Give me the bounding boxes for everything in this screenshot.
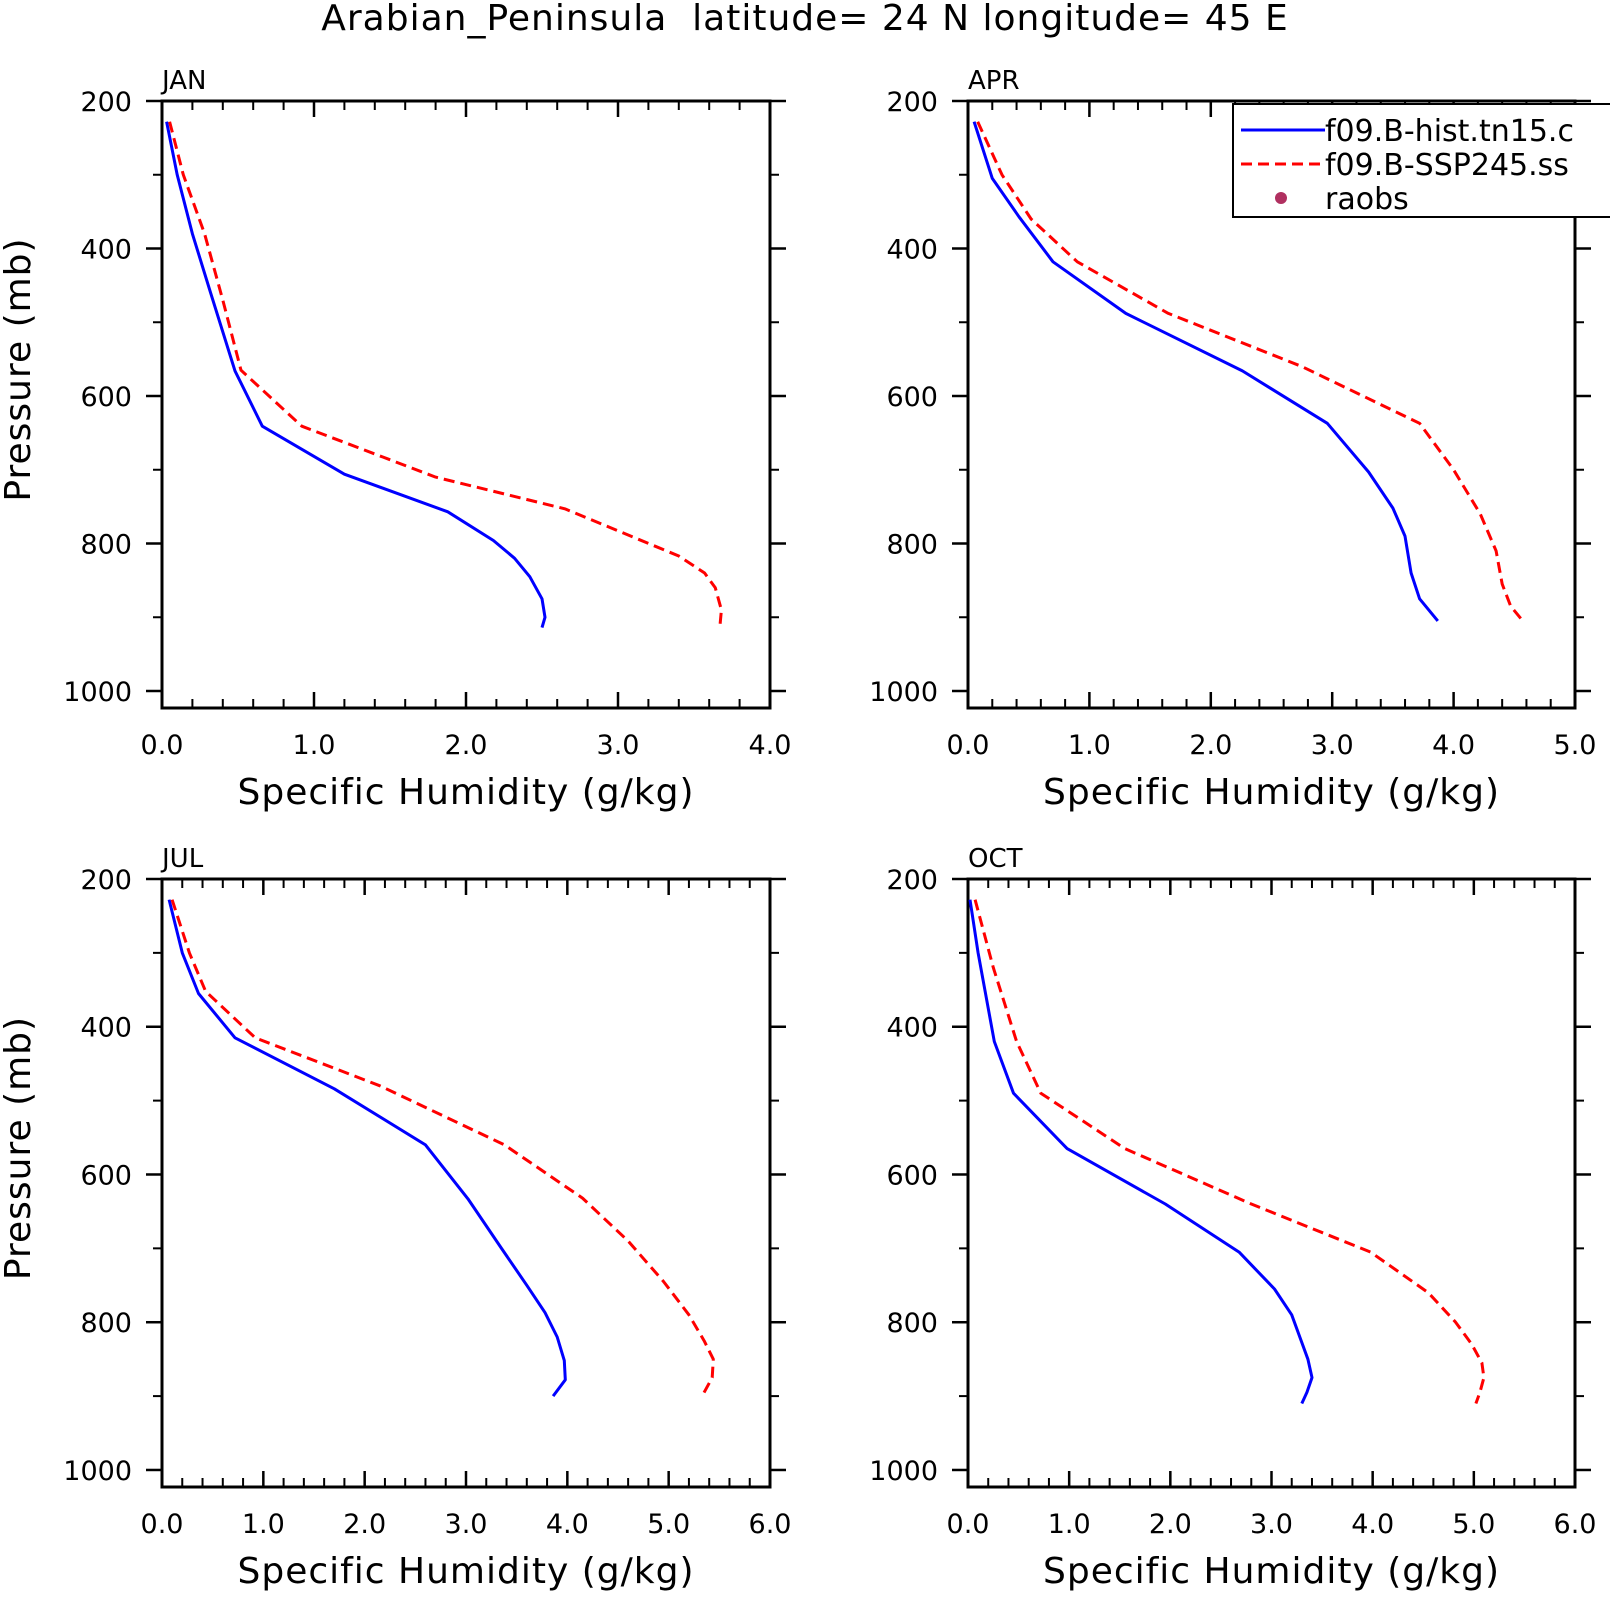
legend-label: f09.B-SSP245.ss <box>1325 148 1569 183</box>
x-tick-label: 5.0 <box>1554 730 1597 761</box>
x-tick-label: 0.0 <box>947 1509 990 1540</box>
panel-label: JUL <box>160 844 204 874</box>
y-tick-label: 600 <box>886 1160 938 1191</box>
x-tick-label: 2.0 <box>1149 1509 1192 1540</box>
plot-frame <box>966 877 1577 1489</box>
panel-label: OCT <box>968 844 1023 874</box>
panel-label: JAN <box>160 66 206 96</box>
x-tick-label: 2.0 <box>445 730 488 761</box>
y-tick-label: 200 <box>886 865 938 896</box>
series-line-hist <box>972 121 1439 622</box>
plot-frame <box>160 877 772 1489</box>
x-tick-label: 6.0 <box>1554 1509 1597 1540</box>
figure-title: Arabian_Peninsula latitude= 24 N longitu… <box>321 0 1289 39</box>
x-tick-label: 4.0 <box>1432 730 1475 761</box>
y-tick-label: 800 <box>886 1308 938 1339</box>
x-tick-label: 1.0 <box>1048 1509 1091 1540</box>
x-tick-label: 3.0 <box>597 730 640 761</box>
y-tick-label: 600 <box>80 382 132 413</box>
y-tick-label: 600 <box>886 382 938 413</box>
x-tick-label: 1.0 <box>242 1509 285 1540</box>
x-tick-label: 0.0 <box>141 1509 184 1540</box>
series-line-ssp245 <box>976 121 1524 622</box>
x-tick-label: 2.0 <box>343 1509 386 1540</box>
x-tick-label: 0.0 <box>141 730 184 761</box>
x-tick-label: 4.0 <box>546 1509 589 1540</box>
y-axis-title: Pressure (mb) <box>0 1016 39 1280</box>
y-tick-label: 600 <box>80 1160 132 1191</box>
x-axis-title: Specific Humidity (g/kg) <box>1043 1551 1500 1592</box>
x-tick-label: 4.0 <box>1351 1509 1394 1540</box>
x-axis-title: Specific Humidity (g/kg) <box>237 1551 694 1592</box>
series-line-hist <box>165 121 547 629</box>
legend-label: raobs <box>1325 182 1409 217</box>
x-axis-title: Specific Humidity (g/kg) <box>237 772 694 813</box>
y-tick-label: 400 <box>886 1013 938 1044</box>
y-tick-label: 1000 <box>869 1456 938 1487</box>
panel-oct: 0.0 1.0 2.0 3.0 4.0 5.0 6.0 200 400 600 800 1000 OCT… <box>869 844 1596 1592</box>
legend-box <box>1232 103 1610 218</box>
x-axis-title: Specific Humidity (g/kg) <box>1043 772 1500 813</box>
y-tick-label: 1000 <box>869 677 938 708</box>
x-tick-label: 2.0 <box>1189 730 1232 761</box>
y-tick-label: 800 <box>80 530 132 561</box>
x-tick-label: 3.0 <box>1250 1509 1293 1540</box>
plot-frame <box>966 99 1577 710</box>
panel-jan: 0.0 1.0 2.0 3.0 4.0 200 400 600 800 1000 JAN Specif… <box>0 66 791 813</box>
panels: 0.0 1.0 2.0 3.0 4.0 200 400 600 800 1000 JAN Specif… <box>0 66 1596 1592</box>
x-tick-label: 3.0 <box>1311 730 1354 761</box>
x-tick-label: 3.0 <box>445 1509 488 1540</box>
legend-marker <box>1275 192 1287 204</box>
series-line-hist <box>968 899 1314 1405</box>
panel-apr: 0.0 1.0 2.0 3.0 4.0 5.0 200 400 600 800 1000 APR Spe… <box>869 66 1596 813</box>
x-tick-label: 1.0 <box>1068 730 1111 761</box>
x-tick-label: 5.0 <box>647 1509 690 1540</box>
x-tick-label: 4.0 <box>749 730 792 761</box>
y-tick-label: 200 <box>80 865 132 896</box>
y-tick-label: 800 <box>80 1308 132 1339</box>
panel-jul: 0.0 1.0 2.0 3.0 4.0 5.0 6.0 200 400 600 800 1000 JUL… <box>0 844 791 1592</box>
x-tick-label: 6.0 <box>749 1509 792 1540</box>
series-line-ssp245 <box>170 899 715 1397</box>
legend-label: f09.B-hist.tn15.c <box>1325 114 1574 149</box>
x-tick-label: 1.0 <box>293 730 336 761</box>
y-tick-label: 200 <box>80 87 132 118</box>
y-tick-label: 200 <box>886 87 938 118</box>
y-axis-title: Pressure (mb) <box>0 237 39 501</box>
x-tick-label: 0.0 <box>947 730 990 761</box>
y-tick-label: 1000 <box>63 677 132 708</box>
y-tick-label: 400 <box>886 235 938 266</box>
y-tick-label: 400 <box>80 235 132 266</box>
series-line-hist <box>167 899 567 1397</box>
y-tick-label: 1000 <box>63 1456 132 1487</box>
series-line-ssp245 <box>168 121 723 628</box>
y-tick-label: 800 <box>886 530 938 561</box>
y-tick-label: 400 <box>80 1013 132 1044</box>
series-line-ssp245 <box>973 899 1486 1405</box>
x-tick-label: 5.0 <box>1452 1509 1495 1540</box>
panel-label: APR <box>968 66 1020 96</box>
